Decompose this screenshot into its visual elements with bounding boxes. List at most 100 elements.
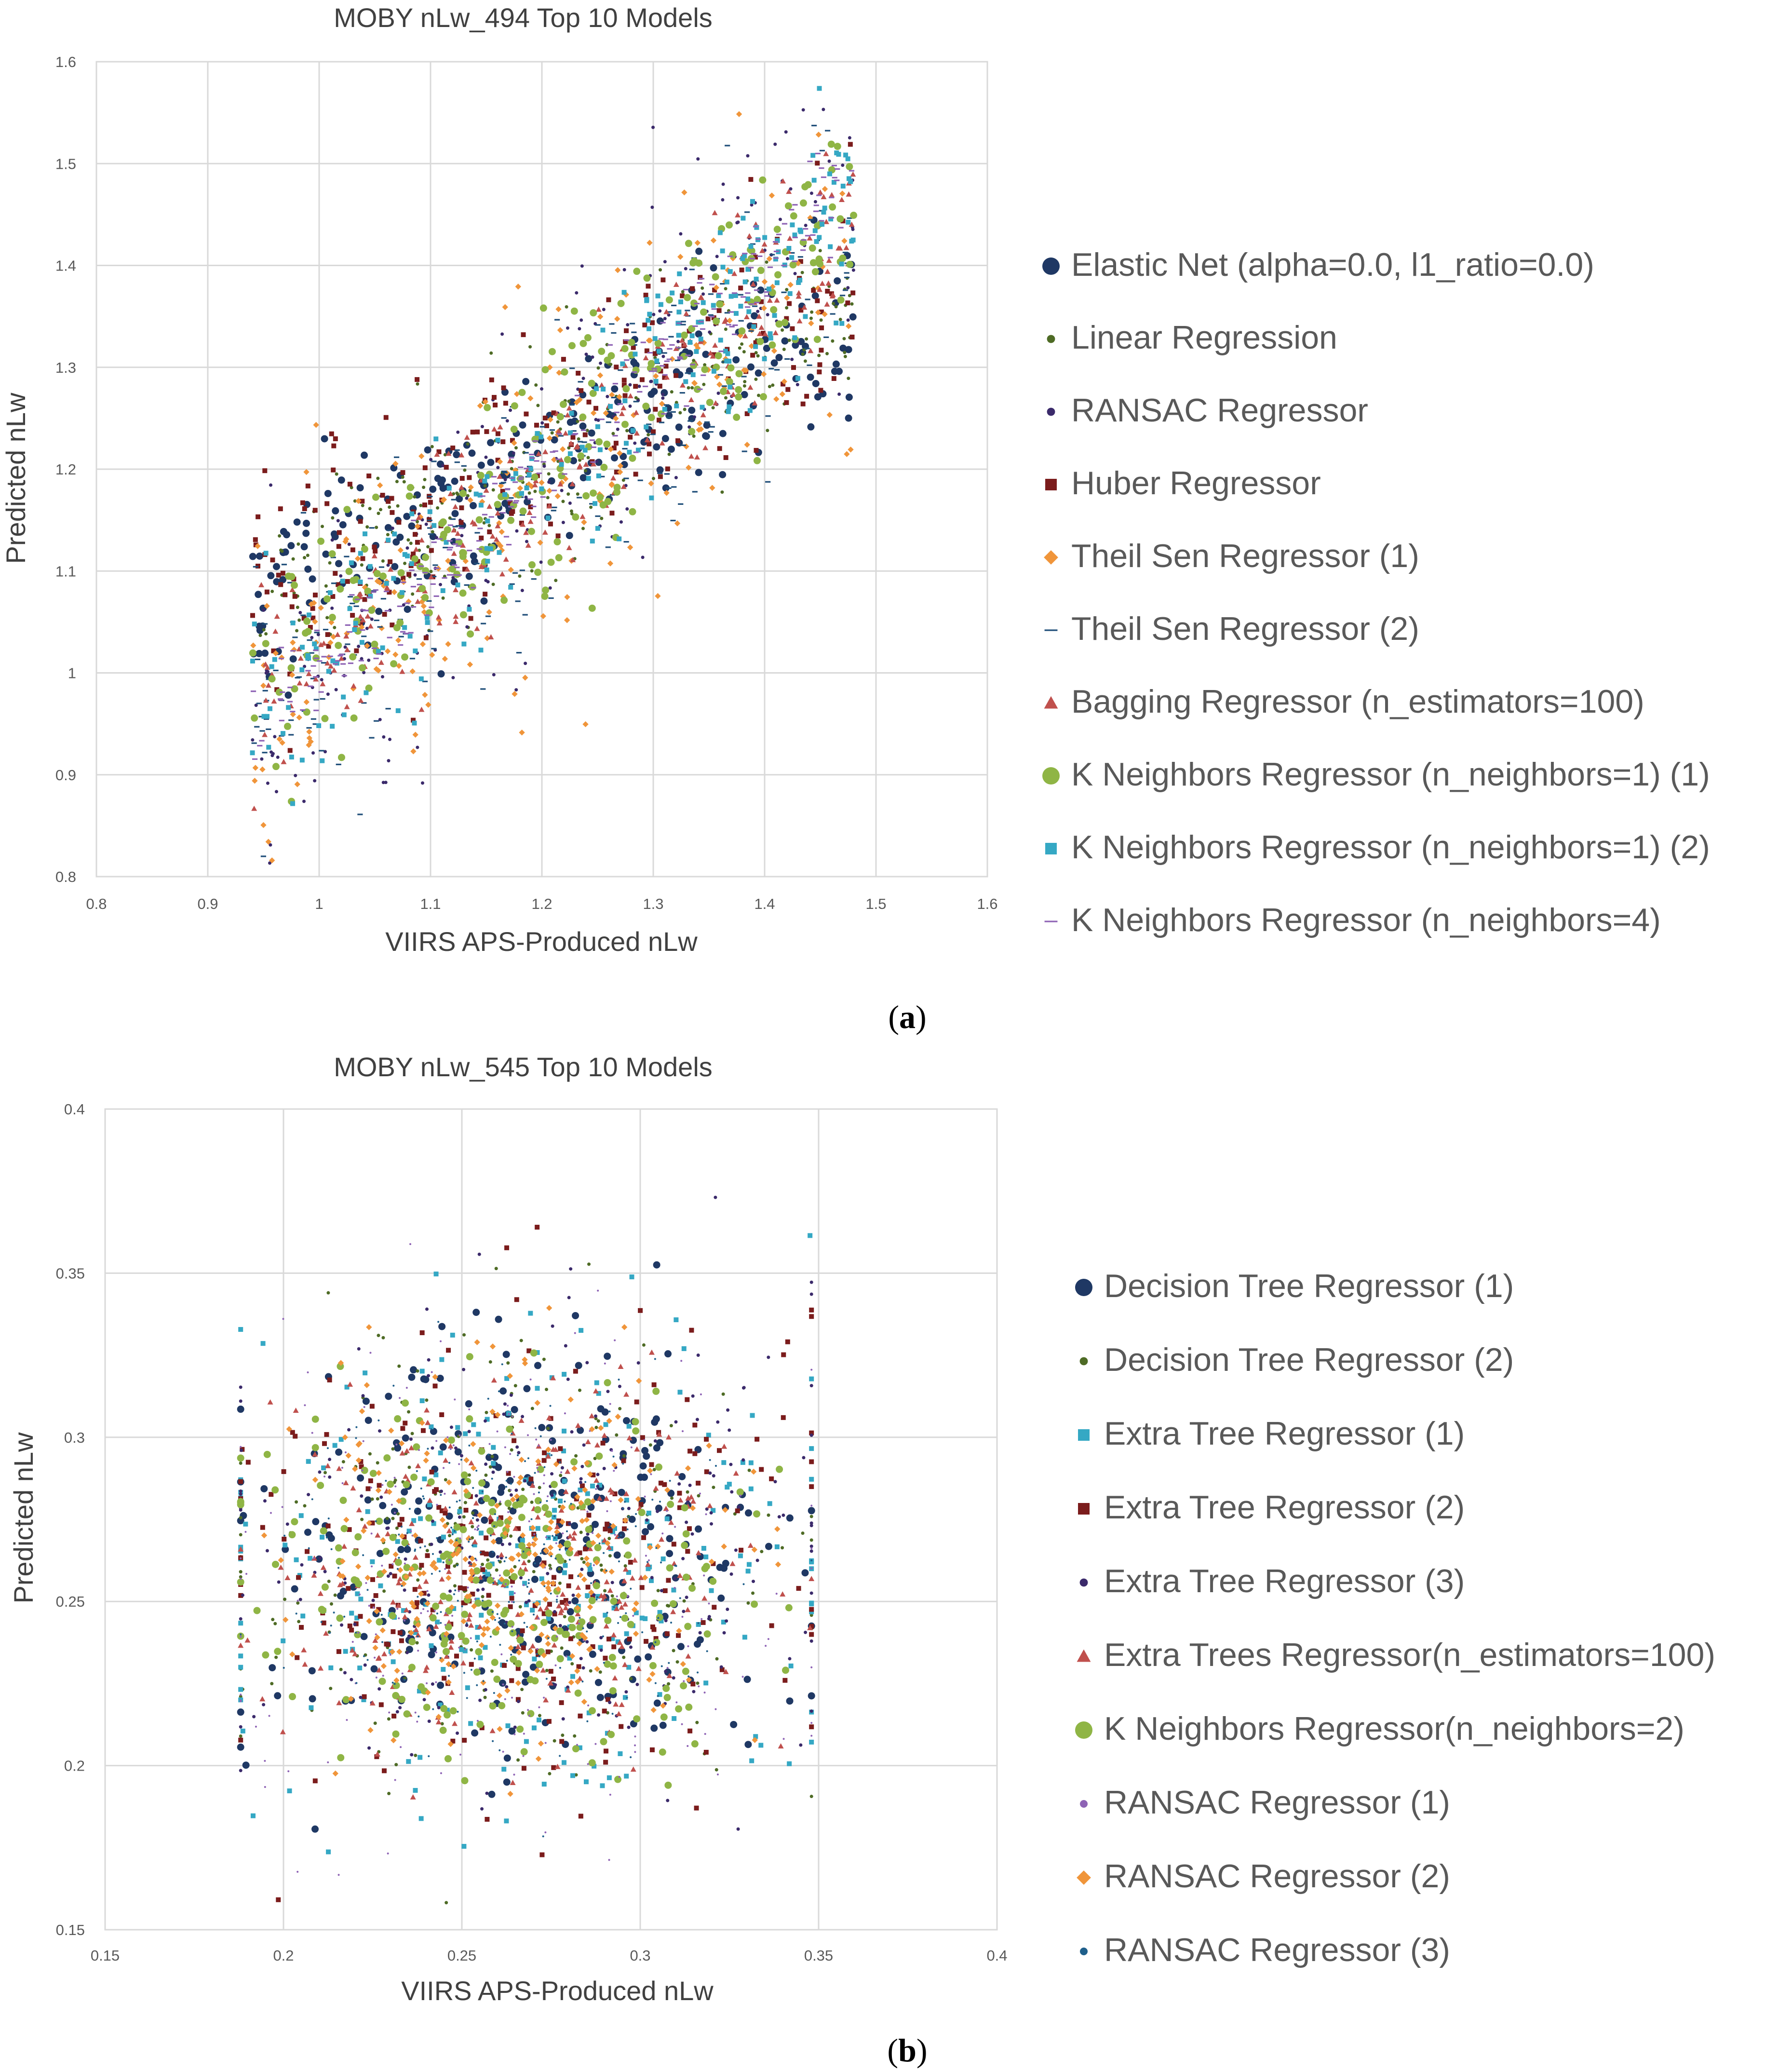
chart-b-point xyxy=(739,1547,744,1553)
chart-b-point xyxy=(682,1667,689,1675)
chart-a-point xyxy=(525,481,532,487)
chart-b-point xyxy=(745,1569,751,1574)
chart-a-point xyxy=(492,483,498,485)
chart-b-point xyxy=(462,1556,469,1562)
chart-a-point xyxy=(393,456,400,458)
chart-b-point xyxy=(574,1332,576,1334)
chart-b-point xyxy=(447,1443,454,1448)
chart-a-point xyxy=(627,544,633,551)
chart-a-point xyxy=(418,676,424,681)
chart-a-point xyxy=(773,142,777,146)
chart-a-point xyxy=(451,499,457,501)
chart-a-point xyxy=(700,328,706,330)
chart-b-point xyxy=(502,1351,510,1358)
chart-b-point xyxy=(498,1702,506,1709)
chart-a-point xyxy=(431,460,437,462)
chart-a-point xyxy=(541,593,549,600)
chart-a-point xyxy=(331,467,336,473)
chart-b-point xyxy=(326,1849,331,1854)
chart-b-point xyxy=(377,1419,380,1421)
chart-a-point xyxy=(644,297,649,302)
chart-a-point xyxy=(524,485,529,490)
chart-a-point xyxy=(846,260,854,268)
chart-a-point xyxy=(699,278,705,280)
chart-b-point xyxy=(585,1361,589,1365)
chart-a-point xyxy=(502,472,508,474)
chart-b-point xyxy=(440,1640,448,1648)
chart-a-point xyxy=(807,235,813,241)
chart-a-point xyxy=(558,435,564,437)
chart-b-point xyxy=(703,1749,709,1755)
chart-a-point xyxy=(798,229,804,234)
chart-b-point xyxy=(320,1621,323,1623)
chart-b-point xyxy=(515,1697,521,1702)
chart-a-point xyxy=(709,316,715,318)
chart-a-point xyxy=(539,426,545,428)
chart-a-point xyxy=(358,624,365,630)
chart-b-point xyxy=(557,1543,564,1549)
chart-a-point xyxy=(313,676,319,678)
chart-b-point xyxy=(586,1513,592,1518)
chart-a-point xyxy=(757,267,765,274)
chart-b-point xyxy=(393,1476,396,1479)
chart-b-point xyxy=(769,1476,774,1481)
chart-b-point xyxy=(250,1813,256,1818)
chart-b-point xyxy=(323,1570,327,1573)
chart-a-point xyxy=(842,252,848,254)
chart-b-point xyxy=(481,1516,488,1524)
chart-b-point xyxy=(364,1574,371,1581)
chart-b-point xyxy=(674,1564,676,1567)
chart-a-legend-marker-9 xyxy=(1044,920,1058,922)
chart-a-point xyxy=(380,582,387,589)
chart-a-point xyxy=(812,379,820,387)
chart-b-point xyxy=(389,1653,391,1656)
chart-b-point xyxy=(560,1466,564,1470)
chart-a-point xyxy=(589,390,597,397)
chart-b-point xyxy=(485,1625,491,1632)
chart-a-point xyxy=(266,744,271,750)
chart-b-point xyxy=(546,1305,552,1311)
chart-b-point xyxy=(400,1426,405,1431)
chart-a-point xyxy=(570,512,574,516)
chart-a-point xyxy=(357,591,364,596)
chart-a-point xyxy=(683,379,688,384)
chart-a-point xyxy=(701,292,705,296)
chart-b: MOBY nLw_545 Top 10 Models VIIRS APS-Pro… xyxy=(8,1052,1715,2069)
chart-b-point xyxy=(574,1494,580,1500)
chart-b-point xyxy=(681,1723,683,1725)
chart-a-point xyxy=(622,393,628,398)
chart-b-point xyxy=(538,1631,545,1638)
chart-a-point xyxy=(764,295,770,297)
chart-b-point xyxy=(430,1607,435,1612)
chart-a-point xyxy=(663,309,670,314)
chart-b-point xyxy=(391,1563,394,1565)
chart-b-point xyxy=(618,1775,620,1778)
chart-b-point xyxy=(685,1465,691,1472)
chart-a-point xyxy=(824,301,830,307)
chart-a-point xyxy=(348,662,353,664)
chart-a-point xyxy=(717,293,723,295)
chart-b-point xyxy=(588,1589,594,1596)
chart-b-point xyxy=(433,1610,436,1612)
chart-a-point xyxy=(555,554,563,562)
chart-b-point xyxy=(336,1614,344,1622)
chart-b-point xyxy=(523,1479,527,1483)
chart-b-point xyxy=(397,1576,403,1582)
chart-a-point xyxy=(369,737,375,739)
chart-b-point xyxy=(481,1500,483,1502)
chart-b-point xyxy=(478,1655,483,1661)
chart-a-point xyxy=(653,379,659,384)
chart-b-point xyxy=(696,1480,701,1486)
chart-b-point xyxy=(594,1442,600,1448)
chart-b-point xyxy=(565,1655,567,1658)
chart-a-point xyxy=(360,499,365,504)
chart-a-point xyxy=(455,530,461,536)
chart-b-point xyxy=(506,1471,511,1476)
chart-a-point xyxy=(647,311,652,317)
chart-a-legend-marker-6 xyxy=(1044,696,1058,709)
chart-a-point xyxy=(729,325,735,328)
chart-b-point xyxy=(545,1640,551,1647)
chart-a-point xyxy=(361,503,364,507)
chart-a-point xyxy=(690,386,694,390)
chart-b-point xyxy=(295,1655,300,1660)
